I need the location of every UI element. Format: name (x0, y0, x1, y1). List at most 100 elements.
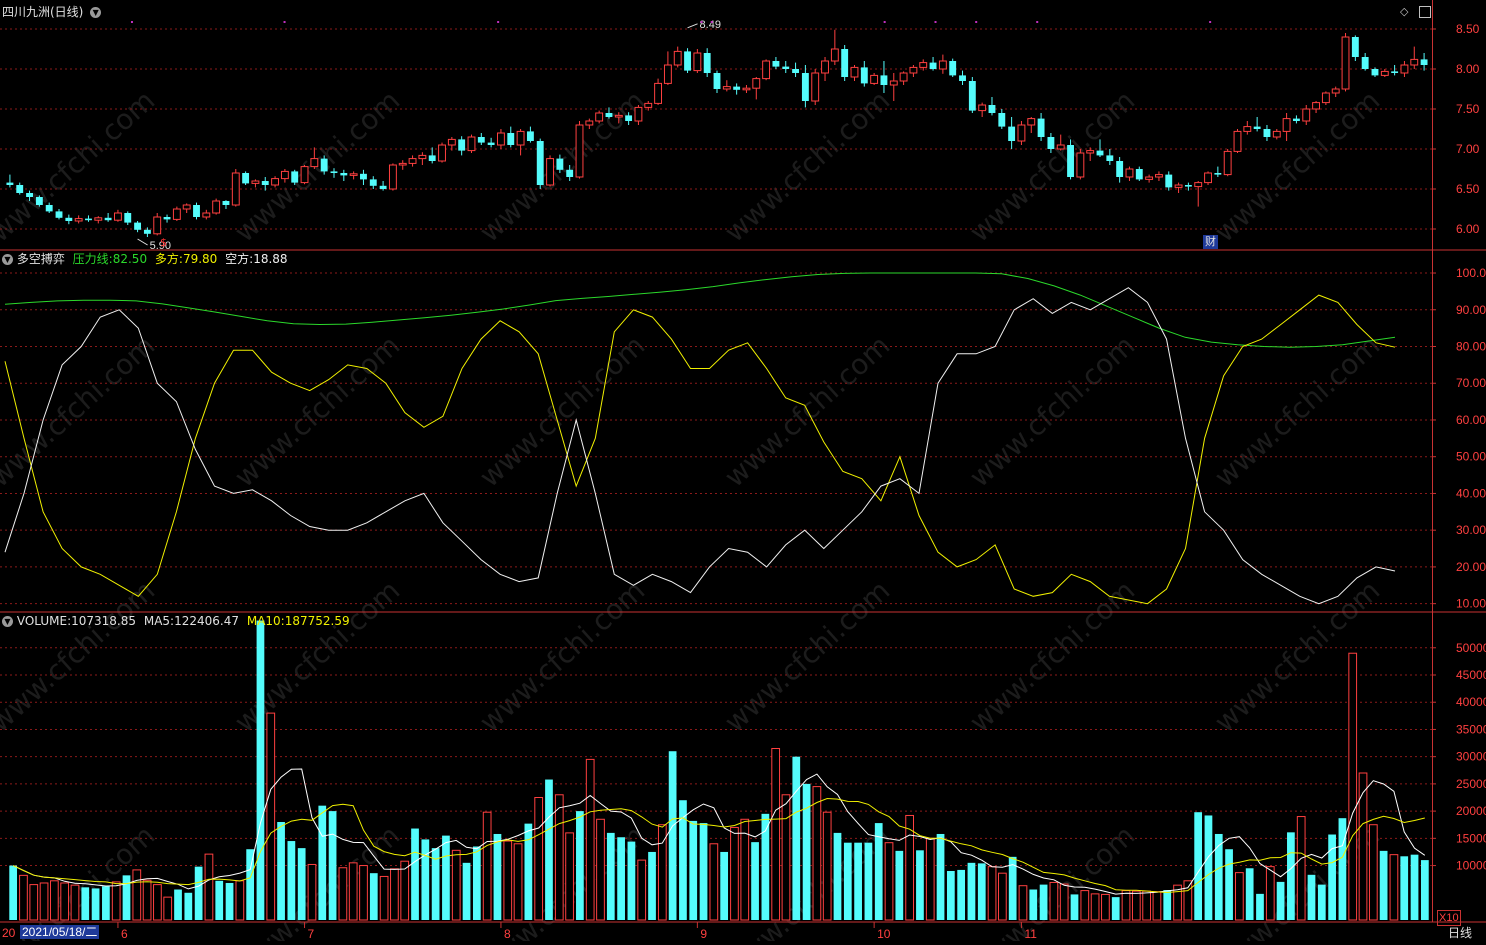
candle-body (644, 102, 653, 108)
window-toggle-icon[interactable] (1419, 6, 1431, 18)
candle-body (673, 50, 682, 66)
candle (1272, 129, 1281, 140)
candle-body (959, 75, 966, 81)
volume-bar (1287, 832, 1295, 920)
kong-label: 空方: (225, 252, 254, 266)
candle-body (742, 87, 751, 91)
candle (1341, 33, 1350, 92)
candle-body (1400, 64, 1409, 74)
volume-bar (730, 826, 739, 921)
candle (1223, 149, 1232, 177)
candle (899, 71, 908, 85)
volume-bar (1183, 880, 1193, 921)
volume-bar (235, 880, 245, 921)
candle-body (821, 60, 829, 74)
candle (733, 83, 741, 95)
candle (1410, 46, 1419, 69)
volume-bar (648, 851, 656, 920)
volume-bar (111, 881, 121, 921)
volume-bar (1049, 881, 1059, 921)
volume-bar (967, 862, 976, 920)
volume-bar (1296, 816, 1306, 921)
candle (526, 126, 534, 143)
candle-body (300, 166, 309, 184)
candle (634, 105, 643, 125)
volume-bar (637, 859, 647, 921)
candle-body (663, 64, 672, 84)
candle-body (1371, 69, 1379, 76)
candle-body (330, 171, 338, 173)
volume-dropdown-icon[interactable]: ▼ (2, 616, 13, 627)
volume-bar (812, 786, 822, 921)
candle (1420, 53, 1428, 71)
candle (1027, 117, 1036, 133)
watermark-text: www.cfchi.com (718, 329, 896, 494)
candle-body (1017, 124, 1026, 142)
candle (1067, 139, 1074, 180)
candle-body (280, 170, 289, 180)
candle (1351, 35, 1359, 61)
candle (6, 174, 14, 188)
candle-body (1056, 144, 1065, 150)
volume-bar (1101, 893, 1110, 921)
volume-bar (142, 879, 152, 921)
candle (1008, 117, 1016, 149)
diamond-icon[interactable]: ◇ (1400, 5, 1409, 18)
period-label[interactable]: 日线 (1448, 926, 1473, 940)
candle-body (782, 66, 790, 69)
candle (251, 179, 260, 188)
volume-tick-label: 25000 (1456, 777, 1486, 791)
volume-bar (1121, 890, 1131, 921)
candle (85, 215, 92, 222)
volume-bar (884, 842, 894, 921)
volume-bar (668, 751, 677, 920)
candle-body (398, 162, 407, 166)
watermark-text: www.cfchi.com (473, 574, 651, 739)
volume-bar (699, 823, 708, 920)
candle (163, 214, 171, 223)
candle (477, 133, 485, 145)
candle-body (134, 222, 142, 230)
volume-bar (1358, 772, 1368, 921)
candle-body (801, 73, 809, 101)
candle-body (566, 169, 574, 177)
volume-bar (369, 873, 378, 920)
watermark-text: www.cfchi.com (228, 819, 406, 941)
candle (663, 51, 672, 85)
indicator-series-2 (4, 287, 1396, 605)
candle (360, 169, 367, 185)
volume-bar (977, 863, 986, 920)
candle-body (1125, 168, 1134, 178)
candle-body (310, 158, 319, 168)
indicator-dropdown-icon[interactable]: ▼ (2, 254, 13, 265)
candle-body (477, 137, 485, 143)
candle (1194, 181, 1203, 207)
candle-body (625, 115, 633, 121)
press-line-value: 82.50 (112, 252, 148, 266)
volume-bar (1256, 893, 1264, 920)
candle-body (251, 180, 260, 184)
volume-bar (1235, 872, 1244, 921)
candle (104, 213, 112, 222)
candle-body (605, 113, 613, 117)
candle (1253, 117, 1261, 132)
candle-body (949, 61, 957, 76)
financial-report-badge[interactable]: 财 (1203, 235, 1218, 249)
volume-bar (554, 794, 564, 921)
candle-body (497, 132, 505, 146)
candle-body (1067, 145, 1074, 177)
title-dropdown-icon[interactable]: ▼ (90, 7, 102, 18)
candle-body (340, 173, 348, 176)
candle (968, 77, 976, 113)
volume-legend: ▼ VOLUME:107318.85 MA5:122406.47 MA10:18… (2, 614, 350, 628)
zoom-level[interactable]: X10 (1437, 910, 1461, 926)
x-tick-label: 10 (877, 927, 891, 941)
candle-body (1410, 58, 1419, 66)
candle (1086, 147, 1095, 161)
volume-bar (1008, 856, 1017, 920)
candle (242, 171, 250, 185)
volume-bar (864, 842, 873, 920)
x-tick-label: 11 (1024, 927, 1037, 941)
